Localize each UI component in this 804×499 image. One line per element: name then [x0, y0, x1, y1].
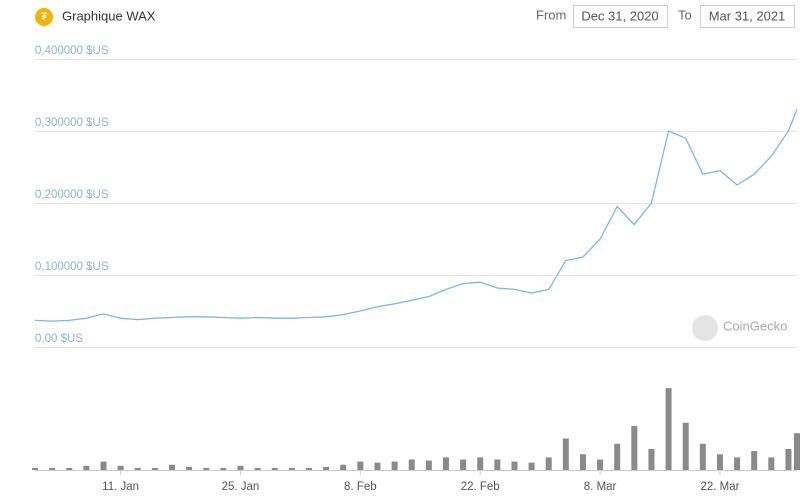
volume-bar [665, 388, 672, 470]
logo [35, 8, 53, 26]
from-input[interactable] [573, 5, 668, 28]
volume-bar [391, 461, 398, 470]
price-line [34, 109, 798, 322]
volume-bar [511, 461, 518, 470]
volume-bar [699, 443, 706, 470]
y-tick-label: 0,400000 $US [35, 45, 109, 57]
to-label: To [678, 7, 692, 22]
y-tick-label: 0,300000 $US [35, 117, 109, 129]
volume-bar [751, 451, 758, 470]
volume-bar [408, 459, 415, 470]
volume-bar [357, 461, 364, 470]
to-date[interactable]: Mar 31, 2021 [709, 8, 786, 23]
volume-bar [374, 462, 381, 470]
volume-bar [117, 465, 124, 470]
volume-bar [425, 460, 432, 470]
x-tick-label: 11. Jan [102, 481, 139, 493]
from-label: From [536, 7, 566, 22]
x-tick-label: 8. Feb [344, 481, 377, 493]
volume-bar [186, 466, 193, 470]
volume-bar [271, 467, 278, 470]
volume-bar [151, 467, 158, 470]
volume-bar [785, 449, 792, 470]
volume-bar [528, 462, 535, 470]
to-input[interactable] [700, 5, 795, 28]
x-tick-label: 25. Jan [222, 481, 260, 493]
volume-bar [340, 464, 347, 470]
volume-bar [494, 459, 501, 470]
volume-bar [254, 467, 261, 470]
volume-bar [305, 467, 312, 470]
y-tick-label: 0,100000 $US [35, 261, 109, 273]
volume-bar [477, 457, 484, 470]
volume-bar [100, 461, 107, 470]
volume-bar [83, 465, 90, 470]
volume-bar [614, 443, 621, 470]
volume-bar [323, 466, 330, 470]
volume-bar [288, 467, 295, 470]
from-date[interactable]: Dec 31, 2020 [581, 8, 658, 23]
volume-bar [237, 465, 244, 470]
logo-mark: ₮ [41, 12, 47, 23]
volume-bar [442, 457, 449, 470]
volume-bar [220, 467, 227, 470]
volume-bar [734, 457, 741, 470]
x-tick-label: 22. Mar [700, 481, 739, 493]
volume-bar [631, 425, 638, 470]
volume-bar [579, 454, 586, 470]
volume-bar [794, 433, 800, 470]
y-tick-label: 0,200000 $US [35, 189, 109, 201]
volume-bar [545, 457, 552, 470]
volume-bar [49, 467, 56, 470]
x-tick-label: 22. Feb [461, 481, 500, 493]
x-tick-label: 8. Mar [584, 481, 617, 493]
volume-bar [562, 438, 569, 470]
volume-bar [768, 457, 775, 470]
volume-bar [597, 459, 604, 470]
volume-bar [460, 459, 467, 470]
volume-bar [203, 467, 210, 470]
volume-bar [66, 467, 73, 470]
y-tick-label: 0,00 $US [35, 333, 83, 345]
volume-bar [716, 454, 723, 470]
volume-bar [134, 467, 141, 470]
volume-bar [32, 467, 38, 470]
watermark-logo [692, 315, 718, 341]
volume-bar [682, 422, 689, 470]
chart-title: Graphique WAX [62, 8, 156, 23]
volume-bar [168, 464, 175, 470]
volume-bar [648, 449, 655, 470]
watermark: CoinGecko [723, 318, 787, 333]
